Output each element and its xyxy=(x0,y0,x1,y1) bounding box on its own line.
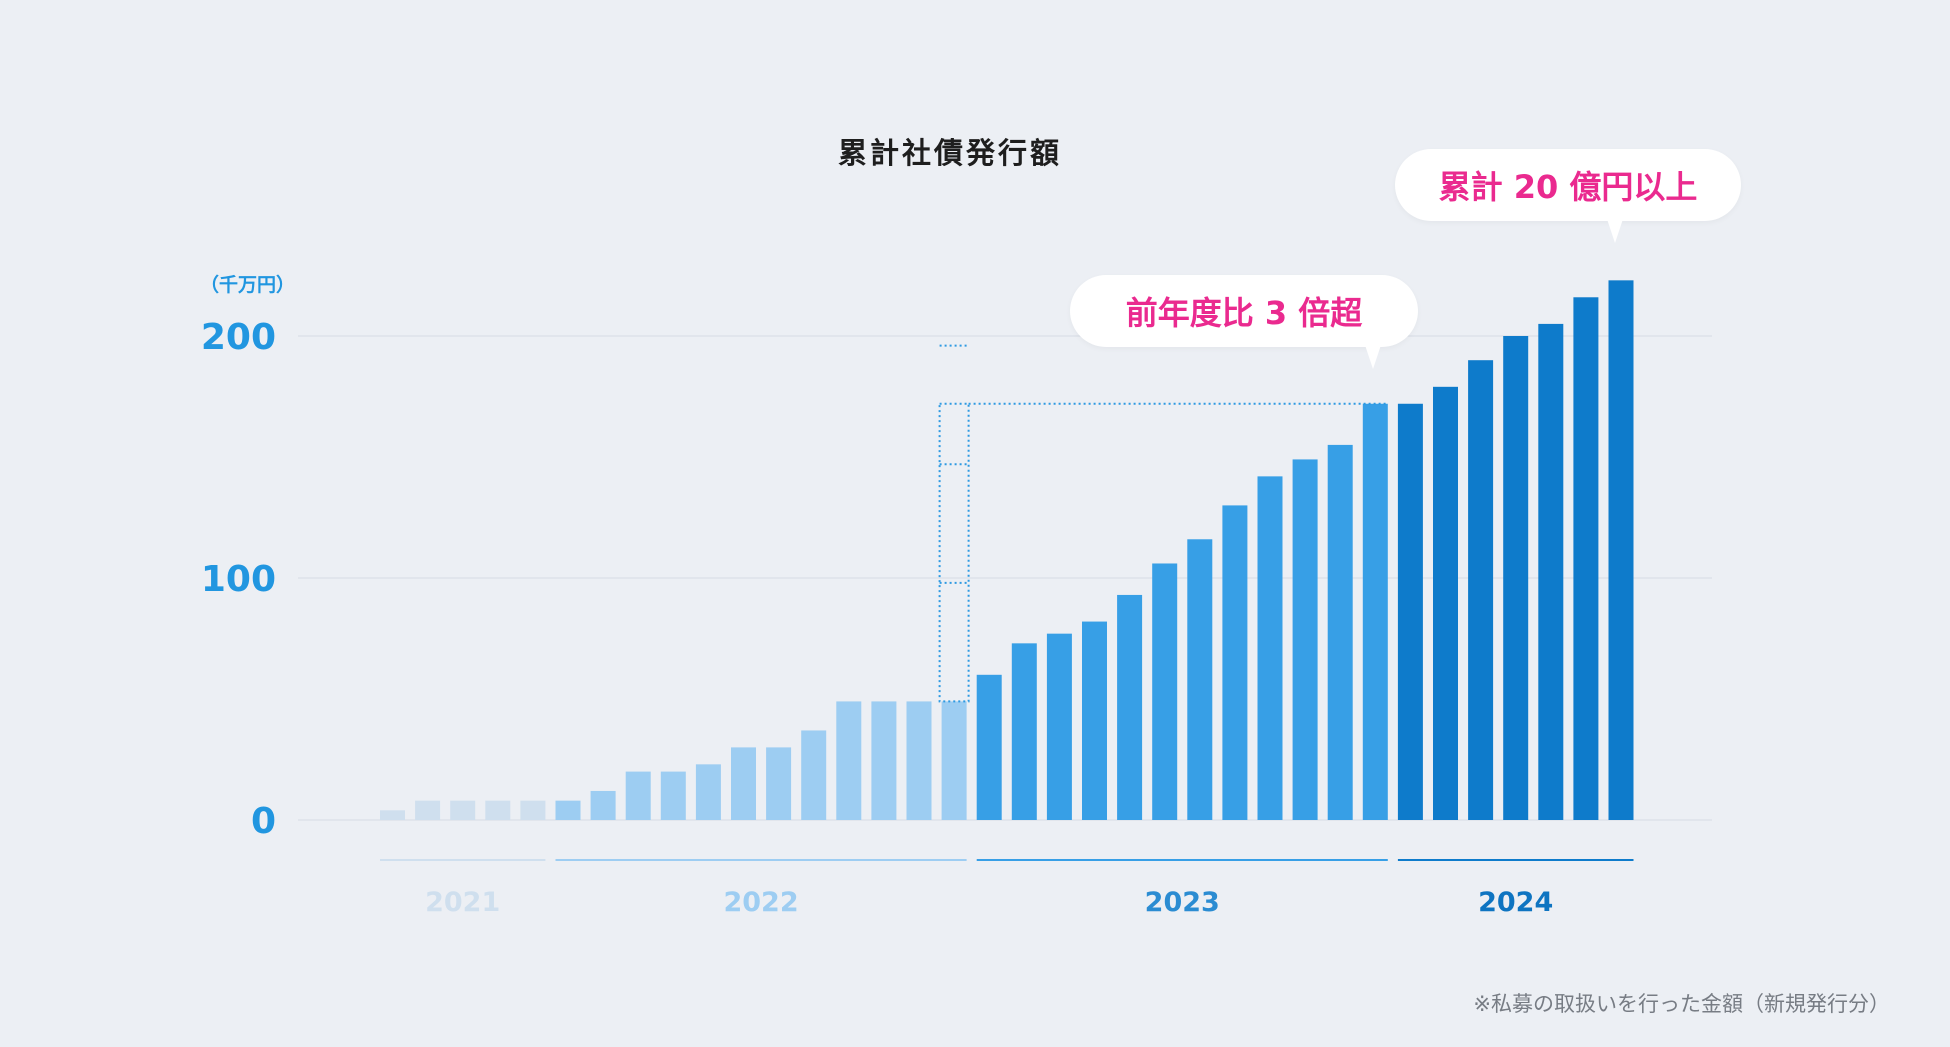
bar xyxy=(1187,539,1213,820)
y-axis-unit-label: （千万円） xyxy=(200,274,296,296)
bar xyxy=(1397,403,1423,820)
bar xyxy=(1292,459,1318,820)
y-tick-label: 100 xyxy=(201,559,276,600)
chart-title: 累計社債発行額 xyxy=(837,136,1062,170)
bar xyxy=(660,771,686,820)
bar xyxy=(1573,297,1599,820)
bar xyxy=(1433,386,1458,820)
bar xyxy=(906,701,932,820)
bar xyxy=(415,800,441,820)
bar xyxy=(555,800,581,820)
bar xyxy=(941,701,967,820)
bar xyxy=(1468,360,1494,820)
callout-total: 累計 20 億円以上 xyxy=(1395,149,1741,243)
comparison-stack-box xyxy=(938,402,970,703)
bar xyxy=(695,764,721,820)
bar xyxy=(1117,594,1143,820)
y-tick-label: 0 xyxy=(251,801,276,842)
year-label: 2023 xyxy=(1145,887,1220,918)
bar xyxy=(1082,621,1107,820)
y-tick-label: 200 xyxy=(201,317,276,358)
bar xyxy=(1538,323,1564,820)
bar xyxy=(801,730,827,820)
bar xyxy=(1011,643,1037,820)
footnote: ※私募の取扱いを行った金額（新規発行分） xyxy=(1473,992,1890,1016)
bar xyxy=(871,701,897,820)
bar xyxy=(625,771,651,820)
bar xyxy=(590,790,616,820)
callout-growth: 前年度比 3 倍超 xyxy=(1070,275,1418,369)
bar xyxy=(1362,403,1388,820)
bar xyxy=(1327,444,1353,820)
bar xyxy=(1152,563,1178,820)
year-label: 2022 xyxy=(723,887,798,918)
bar xyxy=(836,701,862,820)
bar xyxy=(766,747,792,820)
year-label: 2021 xyxy=(425,887,500,918)
bar xyxy=(520,800,546,820)
bar xyxy=(1608,280,1634,821)
bar xyxy=(380,810,405,820)
bar xyxy=(1222,505,1248,820)
bar xyxy=(731,747,756,820)
bar xyxy=(1257,476,1283,820)
bar xyxy=(485,800,511,820)
bar xyxy=(976,674,1002,820)
year-label: 2024 xyxy=(1478,887,1553,918)
bar xyxy=(1046,633,1072,820)
bar xyxy=(1503,336,1529,820)
bar xyxy=(450,800,476,820)
